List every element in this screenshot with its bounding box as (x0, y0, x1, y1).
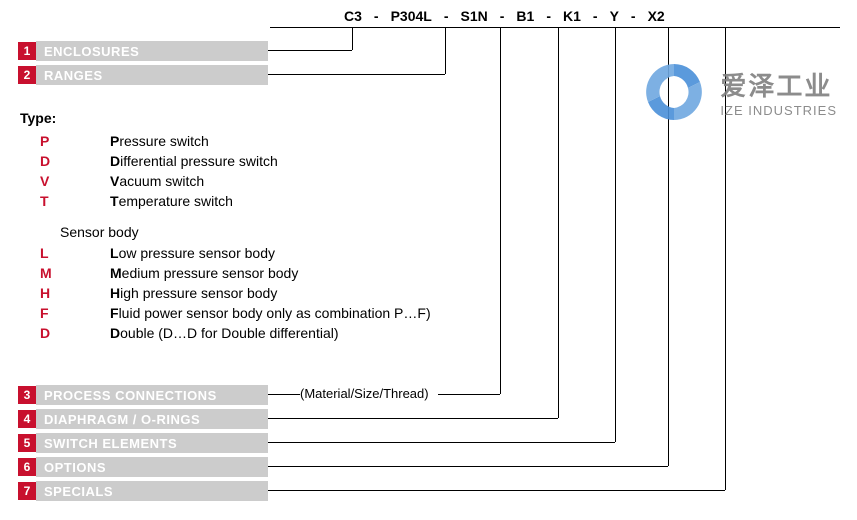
legend-num: 4 (18, 410, 36, 428)
process-connections-extra: (Material/Size/Thread) (300, 386, 429, 401)
code-seg-0: C3 (340, 8, 366, 24)
type-row: DDifferential pressure switch (20, 152, 431, 170)
type-desc: Differential pressure switch (110, 152, 278, 170)
code-seg-2: S1N (457, 8, 492, 24)
legend-top-block: 1 ENCLOSURES 2 RANGES (18, 40, 268, 88)
legend-num: 6 (18, 458, 36, 476)
type-block: Type: PPressure switchDDifferential pres… (20, 110, 431, 344)
type-code: P (40, 132, 110, 150)
type-code: D (40, 152, 110, 170)
watermark-en: IZE INDUSTRIES (720, 103, 837, 118)
type-code: D (40, 324, 110, 342)
type-code: F (40, 304, 110, 322)
code-dash: - (436, 8, 457, 24)
code-seg-6: X2 (644, 8, 669, 24)
sensor-body-title: Sensor body (60, 224, 431, 240)
watermark: 爱泽工业 IZE INDUSTRIES (642, 60, 837, 124)
legend-row-5: 5 SWITCH ELEMENTS (18, 432, 268, 454)
legend-num: 5 (18, 434, 36, 452)
line-h-3a (268, 394, 300, 395)
legend-label: RANGES (36, 65, 268, 85)
type-desc: Double (D…D for Double differential) (110, 324, 339, 342)
code-seg-1: P304L (387, 8, 436, 24)
code-seg-4: K1 (559, 8, 585, 24)
legend-label: SWITCH ELEMENTS (36, 433, 268, 453)
watermark-text: 爱泽工业 IZE INDUSTRIES (720, 66, 837, 118)
legend-label: DIAPHRAGM / O-RINGS (36, 409, 268, 429)
type-code: V (40, 172, 110, 190)
legend-bottom-block: 3 PROCESS CONNECTIONS 4 DIAPHRAGM / O-RI… (18, 384, 268, 504)
sensor-body-row: DDouble (D…D for Double differential) (20, 324, 431, 342)
sensor-body-row: HHigh pressure sensor body (20, 284, 431, 302)
legend-num: 2 (18, 66, 36, 84)
line-v-5 (615, 27, 616, 442)
line-v-4 (558, 27, 559, 418)
legend-num: 1 (18, 42, 36, 60)
legend-row-7: 7 SPECIALS (18, 480, 268, 502)
code-dash: - (538, 8, 559, 24)
code-seg-3: B1 (512, 8, 538, 24)
legend-num: 3 (18, 386, 36, 404)
sensor-body-row: FFluid power sensor body only as combina… (20, 304, 431, 322)
type-desc: Pressure switch (110, 132, 209, 150)
legend-row-3: 3 PROCESS CONNECTIONS (18, 384, 268, 406)
line-h-6 (268, 466, 668, 467)
watermark-cn: 爱泽工业 (720, 66, 837, 103)
legend-label: OPTIONS (36, 457, 268, 477)
line-v-1 (352, 27, 353, 50)
line-h-5 (268, 442, 615, 443)
code-dash: - (492, 8, 513, 24)
line-v-2 (445, 27, 446, 74)
legend-num: 7 (18, 482, 36, 500)
line-h-7 (268, 490, 725, 491)
type-code: M (40, 264, 110, 282)
legend-row-1: 1 ENCLOSURES (18, 40, 268, 62)
code-dash: - (366, 8, 387, 24)
line-h-2 (268, 74, 445, 75)
code-seg-5: Y (606, 8, 623, 24)
line-h-1 (268, 50, 352, 51)
type-row: VVacuum switch (20, 172, 431, 190)
sensor-body-row: LLow pressure sensor body (20, 244, 431, 262)
line-h-4 (268, 418, 558, 419)
type-desc: Vacuum switch (110, 172, 204, 190)
top-rule (270, 27, 840, 28)
type-desc: Fluid power sensor body only as combinat… (110, 304, 431, 322)
logo-icon (642, 60, 706, 124)
model-code-row: C3 - P304L - S1N - B1 - K1 - Y - X2 (340, 8, 669, 24)
type-code: H (40, 284, 110, 302)
type-row: PPressure switch (20, 132, 431, 150)
type-title: Type: (20, 110, 431, 126)
type-code: L (40, 244, 110, 262)
type-row: TTemperature switch (20, 192, 431, 210)
type-desc: High pressure sensor body (110, 284, 277, 302)
legend-label: PROCESS CONNECTIONS (36, 385, 268, 405)
legend-label: SPECIALS (36, 481, 268, 501)
line-v-3 (500, 27, 501, 394)
legend-row-6: 6 OPTIONS (18, 456, 268, 478)
legend-row-4: 4 DIAPHRAGM / O-RINGS (18, 408, 268, 430)
legend-label: ENCLOSURES (36, 41, 268, 61)
code-dash: - (585, 8, 606, 24)
code-dash: - (623, 8, 644, 24)
sensor-body-row: MMedium pressure sensor body (20, 264, 431, 282)
type-desc: Low pressure sensor body (110, 244, 275, 262)
type-desc: Medium pressure sensor body (110, 264, 298, 282)
type-desc: Temperature switch (110, 192, 233, 210)
line-h-3b (438, 394, 500, 395)
type-code: T (40, 192, 110, 210)
legend-row-2: 2 RANGES (18, 64, 268, 86)
